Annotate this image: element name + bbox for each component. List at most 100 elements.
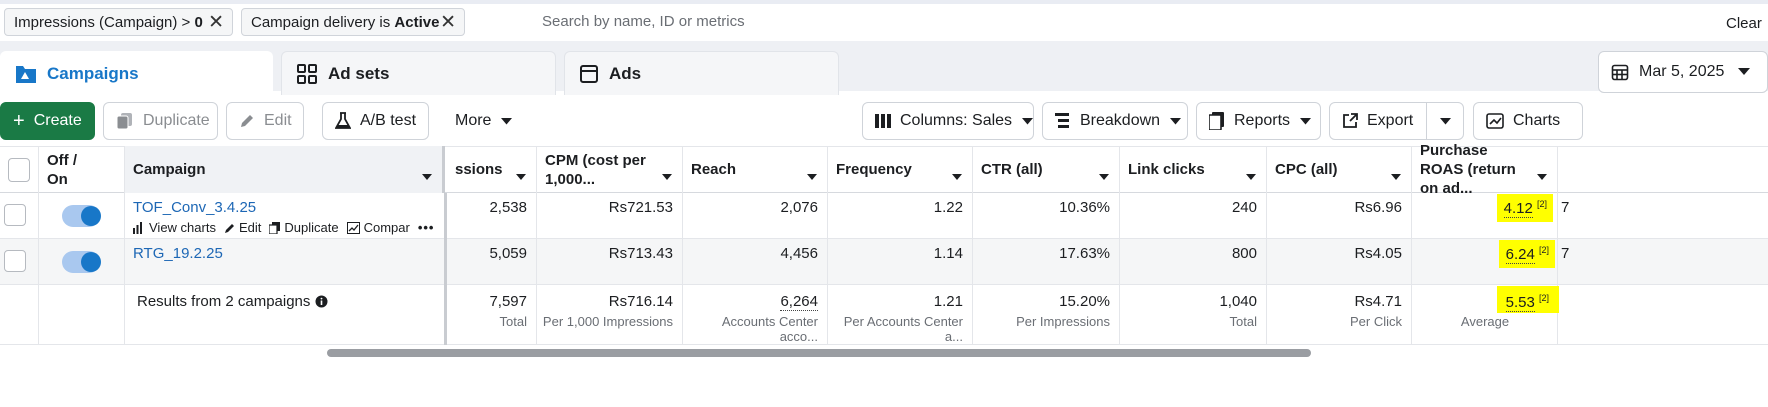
folder-icon [15, 64, 37, 84]
delivery-toggle[interactable] [62, 205, 101, 227]
column-divider [682, 193, 683, 345]
caret-down-icon [1170, 117, 1182, 125]
link-clicks-cell: 240 [1231, 199, 1257, 216]
truncated-cell: 7 [1561, 199, 1570, 216]
column-divider [124, 193, 125, 345]
filter-chip-delivery[interactable]: Campaign delivery is Active ✕ [241, 8, 465, 36]
column-header-roas[interactable]: Purchase ROAS (return on ad... [1412, 142, 1558, 197]
columns-button[interactable]: Columns: Sales [862, 102, 1034, 140]
totals-label-text: Results from 2 campaigns [137, 293, 311, 310]
table-header [0, 146, 1768, 193]
clear-button[interactable]: Clear [1726, 15, 1762, 32]
top-strip [0, 0, 1768, 4]
total-roas-sub: Average [1460, 314, 1510, 329]
export-button[interactable]: Export [1329, 102, 1427, 140]
duplicate-icon [116, 112, 134, 130]
horizontal-scrollbar[interactable] [327, 349, 1311, 357]
info-icon[interactable] [315, 295, 328, 308]
roas-cell: 4.12 [2] [1497, 199, 1553, 218]
tab-ad-sets[interactable]: Ad sets [281, 51, 556, 95]
duplicate-icon [269, 221, 281, 234]
close-icon[interactable]: ✕ [208, 11, 224, 33]
duplicate-label: Duplicate [143, 112, 210, 129]
column-header-frequency[interactable]: Frequency [828, 146, 973, 193]
ab-test-label: A/B test [360, 112, 417, 129]
compare-icon [346, 221, 360, 234]
edit-action[interactable]: Edit [224, 220, 261, 235]
filter-chip-impressions[interactable]: Impressions (Campaign) > 0 ✕ [4, 8, 233, 36]
campaign-name-link[interactable]: TOF_Conv_3.4.25 [133, 199, 257, 216]
tab-campaigns[interactable]: Campaigns [0, 51, 273, 95]
total-frequency: 1.21 [933, 293, 963, 310]
breakdown-icon [1055, 113, 1071, 129]
column-divider [972, 193, 973, 345]
select-all-checkbox[interactable] [8, 157, 30, 182]
ab-test-button[interactable]: A/B test [322, 102, 429, 140]
toggle-knob [81, 252, 101, 272]
totals-row [0, 285, 1768, 345]
export-dropdown-button[interactable] [1426, 102, 1464, 140]
breakdown-label: Breakdown [1080, 112, 1161, 129]
sort-caret-icon [662, 166, 672, 185]
ad-icon [579, 64, 599, 84]
date-range-picker[interactable]: Mar 5, 2025 [1598, 51, 1768, 93]
column-divider [536, 193, 537, 345]
column-header-ctr[interactable]: CTR (all) [973, 146, 1120, 193]
view-charts-action[interactable]: View charts [133, 220, 216, 235]
column-divider [38, 193, 39, 345]
highlight-marker [1497, 286, 1559, 313]
sort-caret-icon [807, 166, 817, 185]
sort-caret-icon [1099, 166, 1109, 185]
reach-cell: 4,456 [780, 245, 818, 262]
close-icon[interactable]: ✕ [440, 11, 456, 33]
total-ctr-sub: Per Impressions [1016, 314, 1110, 329]
sort-caret-icon [422, 166, 432, 185]
highlight-marker [1499, 240, 1555, 268]
column-divider [1266, 193, 1267, 345]
row-checkbox[interactable] [4, 204, 26, 226]
roas-value: 6.24 [1505, 246, 1535, 264]
filter-chip-label: Impressions (Campaign) > [14, 13, 195, 31]
caret-down-icon [501, 117, 513, 125]
caret-down-icon [1022, 117, 1034, 125]
table-row[interactable] [0, 193, 1768, 239]
column-header-impressions[interactable]: ssions [447, 146, 537, 193]
export-label: Export [1367, 112, 1414, 129]
reports-label: Reports [1234, 112, 1291, 129]
ctr-cell: 17.63% [1059, 245, 1110, 262]
total-impressions: 7,597 [489, 293, 527, 310]
caret-down-icon [1738, 68, 1751, 76]
cpc-cell: Rs4.05 [1354, 245, 1402, 262]
row-checkbox[interactable] [4, 250, 26, 272]
duplicate-action[interactable]: Duplicate [269, 220, 339, 235]
column-label: Purchase ROAS (return on ad... [1420, 142, 1516, 197]
column-header-link-clicks[interactable]: Link clicks [1120, 146, 1267, 193]
sort-caret-icon [516, 166, 526, 185]
ctr-cell: 10.36% [1059, 199, 1110, 216]
columns-label: Columns: Sales [900, 112, 1013, 129]
search-input[interactable]: Search by name, ID or metrics [542, 13, 745, 30]
row-actions: View charts Edit Duplicate Compar ••• [133, 220, 434, 235]
column-header-reach[interactable]: Reach [683, 146, 828, 193]
column-header-campaign[interactable]: Campaign [125, 146, 445, 193]
tab-ads[interactable]: Ads [564, 51, 839, 95]
highlight-marker [1497, 194, 1553, 222]
compare-action[interactable]: Compar [346, 220, 410, 235]
create-label: Create [33, 112, 82, 129]
column-header-cpm[interactable]: CPM (cost per 1,000... [537, 146, 683, 193]
chart-icon [1486, 113, 1504, 129]
column-header-cpc[interactable]: CPC (all) [1267, 146, 1412, 193]
duplicate-button[interactable]: Duplicate [103, 102, 218, 140]
create-button[interactable]: + Create [0, 102, 95, 140]
tab-label: Campaigns [47, 63, 139, 83]
more-options-icon[interactable]: ••• [417, 220, 435, 235]
campaign-name-link[interactable]: RTG_19.2.25 [133, 245, 223, 262]
reports-button[interactable]: Reports [1196, 102, 1321, 140]
tab-label: Ads [609, 63, 642, 83]
breakdown-button[interactable]: Breakdown [1042, 102, 1188, 140]
charts-button[interactable]: Charts [1473, 102, 1583, 140]
edit-button[interactable]: Edit [226, 102, 304, 140]
table-row[interactable] [0, 239, 1768, 285]
delivery-toggle[interactable] [62, 251, 101, 273]
more-button[interactable]: More [442, 102, 522, 140]
